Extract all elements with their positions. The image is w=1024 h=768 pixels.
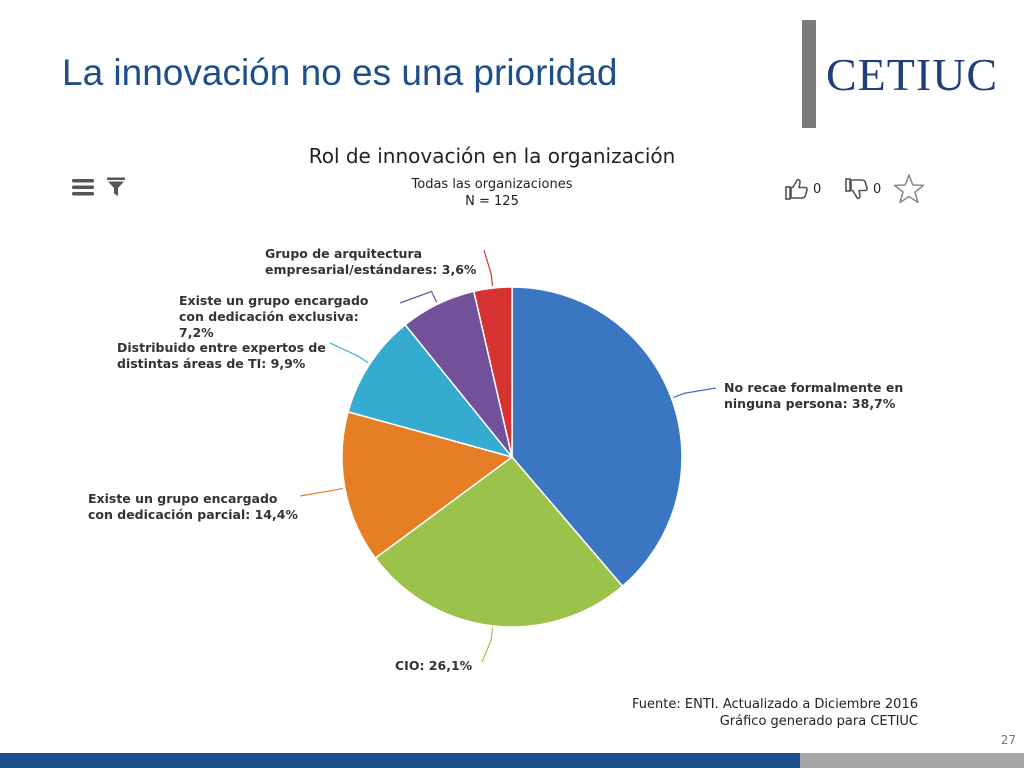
star-outline-icon[interactable] — [893, 173, 925, 209]
slice-label-cio: CIO: 26,1% — [395, 658, 473, 673]
thumbs-up-icon — [785, 178, 808, 200]
footer-bar-gray — [800, 753, 1024, 768]
leader-line-dedicacion-exclusiva — [399, 290, 438, 304]
thumbs-down-icon — [845, 178, 868, 200]
slice-label-no-recae: No recae formalmente en ninguna persona:… — [724, 380, 904, 411]
page-number: 27 — [1000, 733, 1016, 747]
chart-title: Rol de innovación en la organización — [308, 144, 676, 168]
like-count: 0 — [813, 181, 822, 197]
logo-bar — [802, 20, 816, 128]
pie-slice-dedicacion-parcial — [341, 410, 514, 560]
leader-line-distribuido — [329, 342, 369, 364]
pie-slice-cio — [374, 455, 624, 628]
source-note: Fuente: ENTI. Actualizado a Diciembre 20… — [632, 697, 918, 729]
pie-slice-distribuido — [347, 323, 515, 459]
slice-label-dedicacion-exclusiva: Existe un grupo encargado con dedicación… — [179, 293, 369, 340]
leader-line-dedicacion-parcial — [299, 487, 344, 497]
chart-subtitle-line-2: N = 125 — [465, 194, 519, 209]
pie-slice-no-recae — [511, 286, 683, 588]
leader-line-arquitectura — [483, 249, 494, 287]
dislike-control[interactable]: 0 — [845, 178, 881, 200]
cetiuc-logo: CETIUC — [826, 49, 999, 100]
chart-subtitle: Todas las organizaciones N = 125 — [0, 176, 984, 210]
dislike-count: 0 — [873, 181, 882, 197]
footer-bar-blue — [0, 753, 800, 768]
slice-label-distribuido: Distribuido entre expertos de distintas … — [117, 340, 326, 371]
like-control[interactable]: 0 — [785, 178, 821, 200]
pie-slice-arquitectura — [472, 286, 513, 458]
chart-subtitle-line-1: Todas las organizaciones — [411, 177, 573, 192]
leader-line-cio — [481, 627, 494, 663]
filter-funnel-icon[interactable] — [106, 177, 126, 201]
hamburger-menu-icon[interactable] — [72, 178, 94, 200]
slide-title: La innovación no es una prioridad — [62, 52, 618, 93]
leader-line-no-recae — [673, 387, 717, 398]
slice-label-arquitectura: Grupo de arquitectura empresarial/estánd… — [265, 246, 477, 277]
slice-label-dedicacion-parcial: Existe un grupo encargado con dedicación… — [88, 491, 298, 522]
pie-slice-dedicacion-exclusiva — [404, 290, 513, 458]
